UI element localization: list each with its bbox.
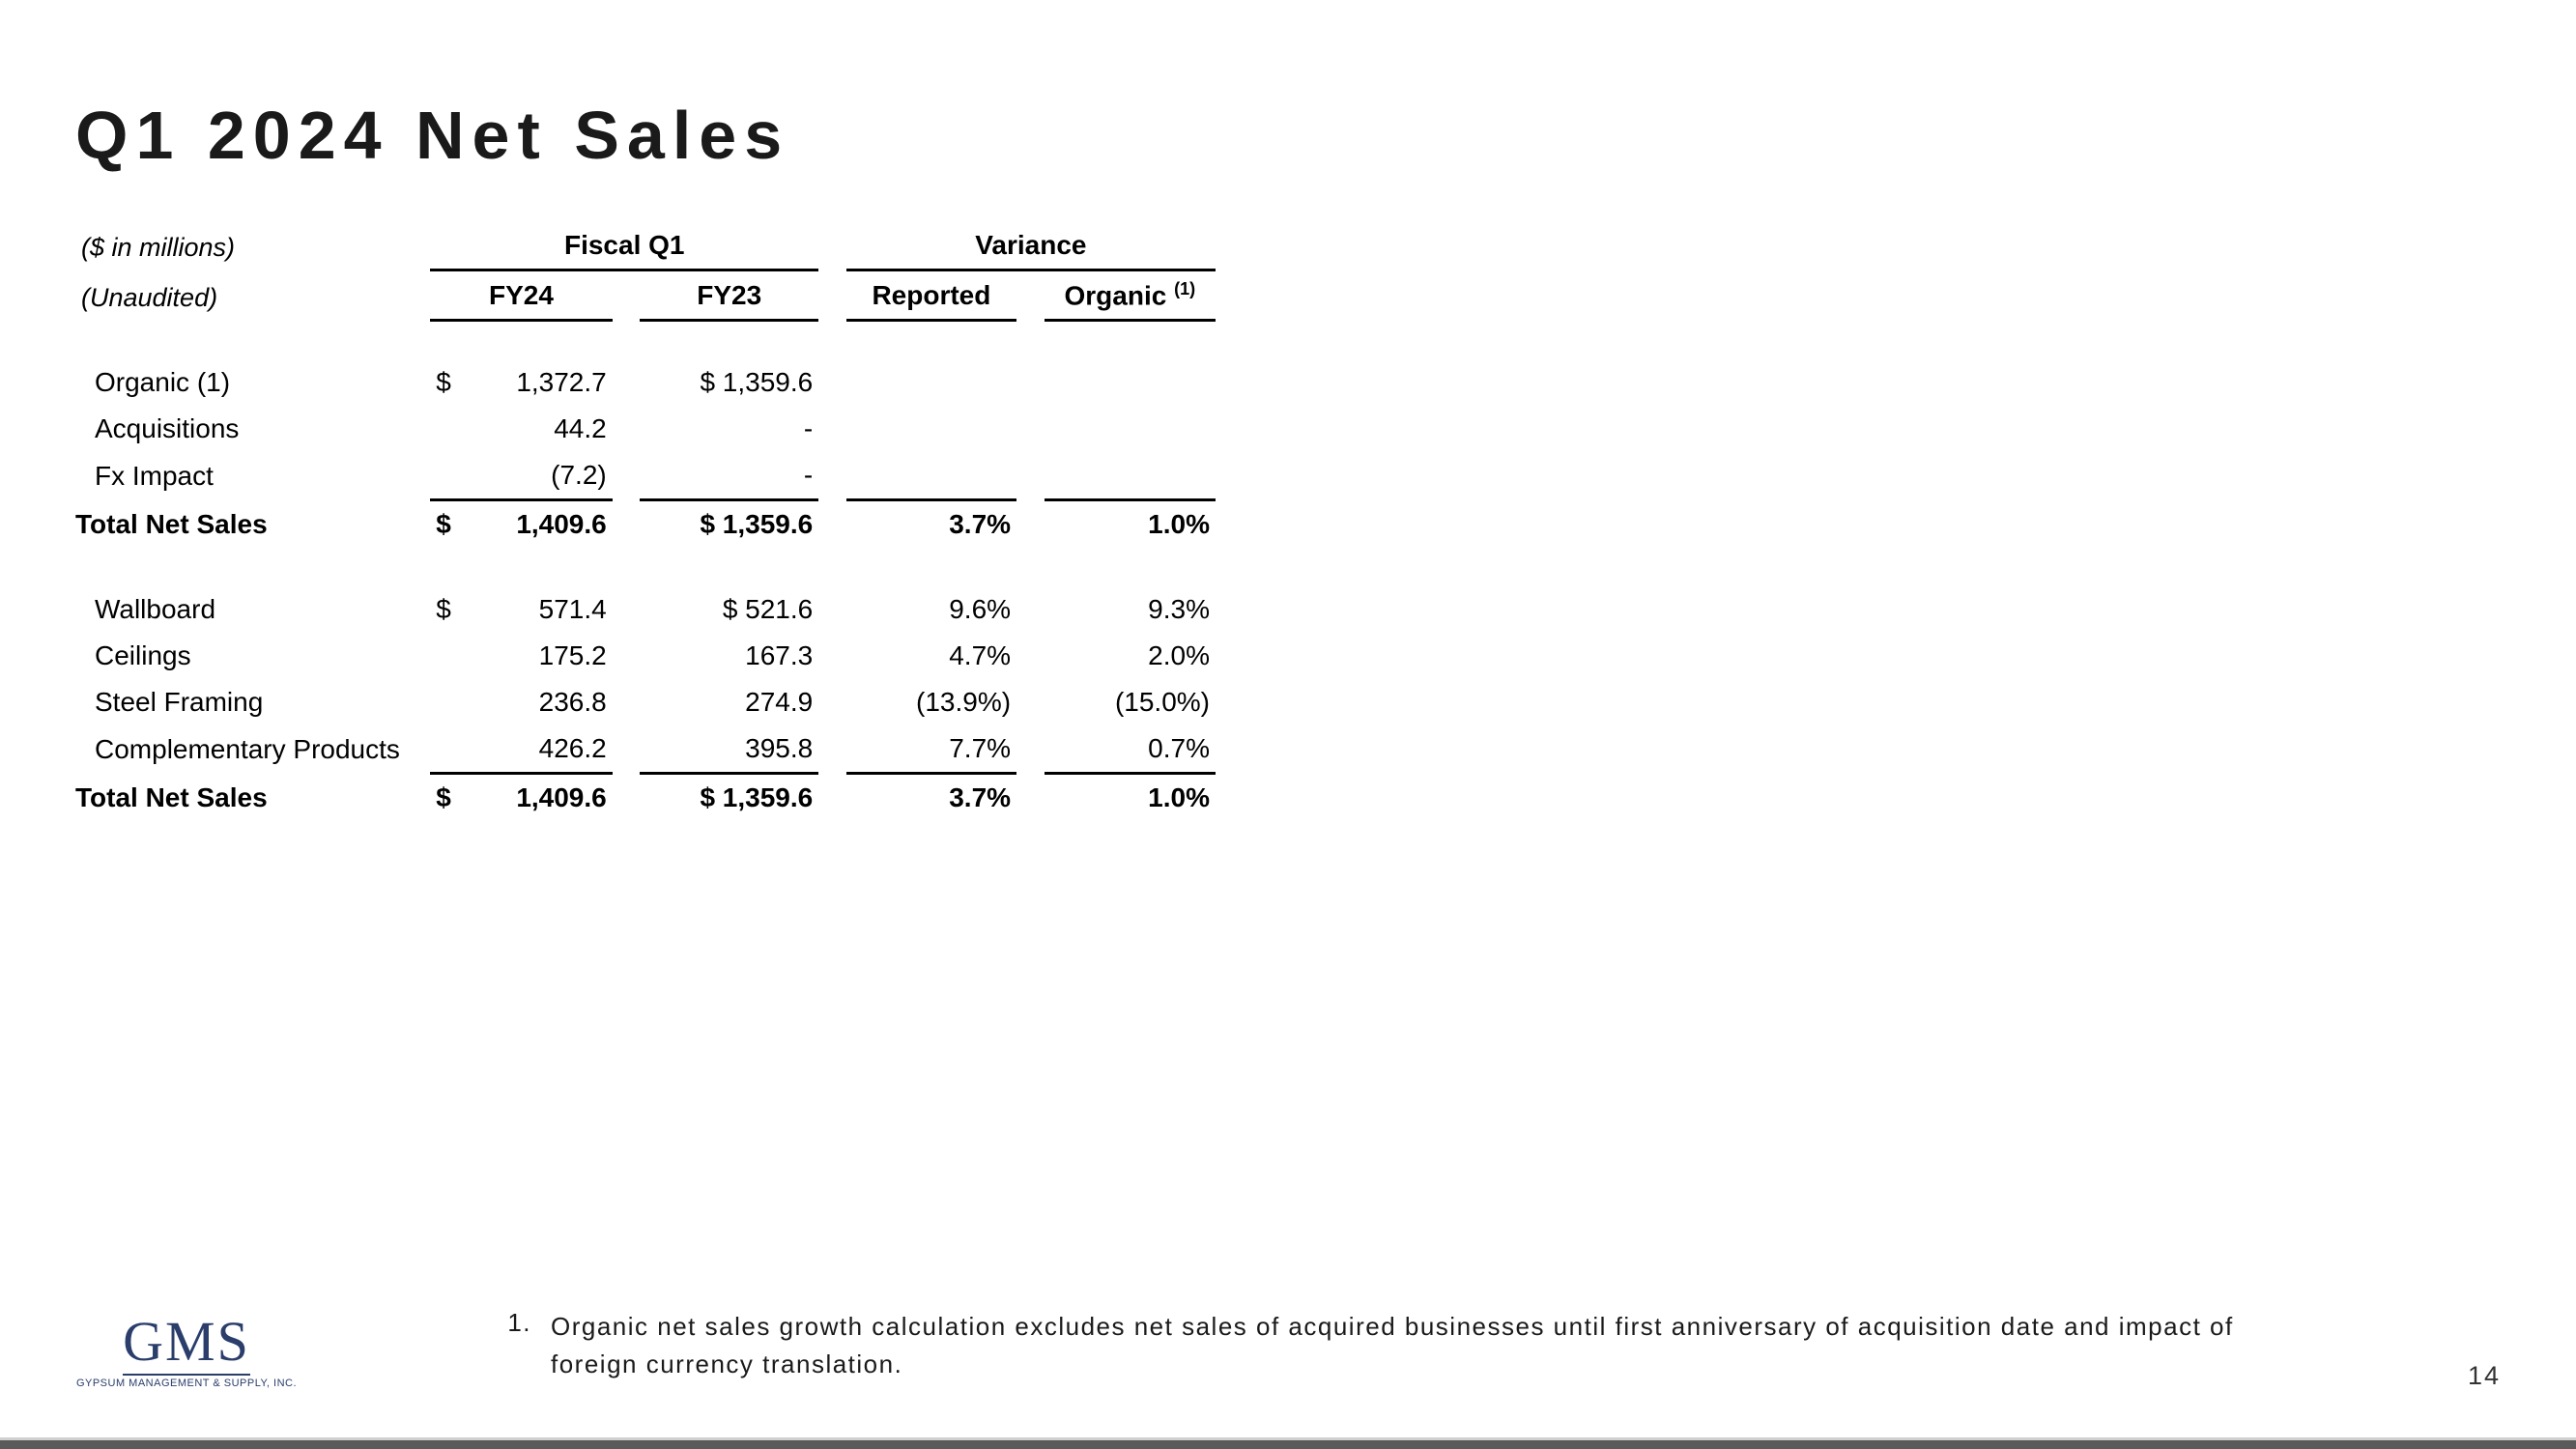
logo-text: GMS xyxy=(123,1313,250,1376)
cell-fy24: 1,409.6 xyxy=(462,499,613,548)
row-label: Acquisitions xyxy=(75,406,430,452)
cell-organic: 1.0% xyxy=(1045,499,1216,548)
table-row: Ceilings 175.2 167.3 4.7% 2.0% xyxy=(75,633,1216,679)
net-sales-table: ($ in millions) Fiscal Q1 Variance (Unau… xyxy=(75,222,1216,821)
cell-fy24: 1,372.7 xyxy=(462,359,613,406)
group-header-variance: Variance xyxy=(846,222,1216,270)
gms-logo: GMS GYPSUM MANAGEMENT & SUPPLY, INC. xyxy=(75,1313,298,1389)
row-label: Ceilings xyxy=(75,633,430,679)
total-row: Total Net Sales $ 1,409.6 $ 1,359.6 3.7%… xyxy=(75,773,1216,821)
cell-reported: (13.9%) xyxy=(846,679,1016,725)
cell-organic xyxy=(1045,406,1216,452)
cell-fy23: $ 521.6 xyxy=(640,586,818,633)
cell-fy23: 274.9 xyxy=(640,679,818,725)
cell-reported xyxy=(846,359,1016,406)
row-label: Fx Impact xyxy=(75,452,430,500)
row-label-total: Total Net Sales xyxy=(75,499,430,548)
cell-currency xyxy=(430,633,462,679)
bottom-bar xyxy=(0,1437,2576,1449)
col-header-fy24: FY24 xyxy=(430,270,613,321)
cell-organic xyxy=(1045,452,1216,500)
col-header-organic: Organic (1) xyxy=(1045,270,1216,321)
cell-currency: $ xyxy=(430,586,462,633)
cell-organic: 2.0% xyxy=(1045,633,1216,679)
cell-reported: 3.7% xyxy=(846,773,1016,821)
cell-fy24: 175.2 xyxy=(462,633,613,679)
slide: Q1 2024 Net Sales ($ in millions) Fiscal… xyxy=(0,0,2576,1449)
cell-fy24: (7.2) xyxy=(462,452,613,500)
logo-subtext: GYPSUM MANAGEMENT & SUPPLY, INC. xyxy=(75,1378,298,1389)
row-label-total: Total Net Sales xyxy=(75,773,430,821)
row-label: Complementary Products xyxy=(75,725,430,774)
cell-currency xyxy=(430,679,462,725)
cell-currency: $ xyxy=(430,499,462,548)
cell-currency: $ xyxy=(430,773,462,821)
footnote-marker: 1. xyxy=(493,1308,551,1383)
group-header-fiscal: Fiscal Q1 xyxy=(430,222,818,270)
row-label: Wallboard xyxy=(75,586,430,633)
col-header-fy23: FY23 xyxy=(640,270,818,321)
cell-fy24: 1,409.6 xyxy=(462,773,613,821)
page-number: 14 xyxy=(2468,1361,2501,1391)
cell-fy24: 236.8 xyxy=(462,679,613,725)
cell-organic: (15.0%) xyxy=(1045,679,1216,725)
table-row: Wallboard $ 571.4 $ 521.6 9.6% 9.3% xyxy=(75,586,1216,633)
cell-fy23: $ 1,359.6 xyxy=(640,499,818,548)
col-header-reported: Reported xyxy=(846,270,1016,321)
cell-organic xyxy=(1045,359,1216,406)
footnote: 1. Organic net sales growth calculation … xyxy=(493,1308,2329,1383)
cell-organic: 9.3% xyxy=(1045,586,1216,633)
header-row-groups: ($ in millions) Fiscal Q1 Variance xyxy=(75,222,1216,270)
cell-reported: 9.6% xyxy=(846,586,1016,633)
cell-currency xyxy=(430,406,462,452)
table-row: Fx Impact (7.2) - xyxy=(75,452,1216,500)
cell-fy24: 44.2 xyxy=(462,406,613,452)
table-row: Complementary Products 426.2 395.8 7.7% … xyxy=(75,725,1216,774)
cell-currency xyxy=(430,725,462,774)
footnote-text: Organic net sales growth calculation exc… xyxy=(551,1308,2329,1383)
cell-organic: 0.7% xyxy=(1045,725,1216,774)
cell-fy23: - xyxy=(640,406,818,452)
header-row-cols: (Unaudited) FY24 FY23 Reported Organic (… xyxy=(75,270,1216,321)
page-title: Q1 2024 Net Sales xyxy=(75,97,789,174)
cell-reported: 4.7% xyxy=(846,633,1016,679)
unaudited-label: (Unaudited) xyxy=(75,270,430,321)
cell-organic: 1.0% xyxy=(1045,773,1216,821)
cell-currency xyxy=(430,452,462,500)
table-row: Organic (1) $ 1,372.7 $ 1,359.6 xyxy=(75,359,1216,406)
cell-fy24: 426.2 xyxy=(462,725,613,774)
total-row: Total Net Sales $ 1,409.6 $ 1,359.6 3.7%… xyxy=(75,499,1216,548)
cell-fy23: 395.8 xyxy=(640,725,818,774)
cell-fy24: 571.4 xyxy=(462,586,613,633)
cell-fy23: $ 1,359.6 xyxy=(640,773,818,821)
cell-fy23: 167.3 xyxy=(640,633,818,679)
cell-reported: 3.7% xyxy=(846,499,1016,548)
table-row: Steel Framing 236.8 274.9 (13.9%) (15.0%… xyxy=(75,679,1216,725)
cell-reported xyxy=(846,406,1016,452)
cell-currency: $ xyxy=(430,359,462,406)
table-row: Acquisitions 44.2 - xyxy=(75,406,1216,452)
row-label: Steel Framing xyxy=(75,679,430,725)
cell-fy23: - xyxy=(640,452,818,500)
units-label: ($ in millions) xyxy=(75,222,430,270)
cell-reported xyxy=(846,452,1016,500)
cell-fy23: $ 1,359.6 xyxy=(640,359,818,406)
row-label: Organic (1) xyxy=(75,359,430,406)
cell-reported: 7.7% xyxy=(846,725,1016,774)
